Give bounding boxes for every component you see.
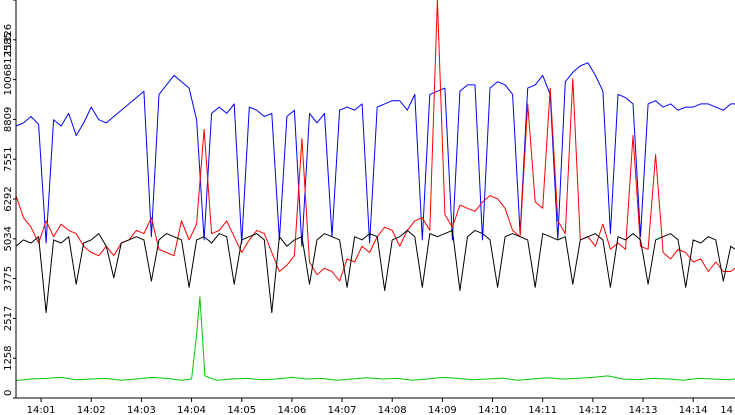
series-layer xyxy=(15,0,735,382)
x-tick-label: 14:06 xyxy=(277,405,306,415)
series-line-3 xyxy=(15,296,735,382)
x-tick-label: 14:12 xyxy=(578,405,607,415)
x-tick-label: 14:11 xyxy=(528,405,557,415)
x-tick-label: 14:04 xyxy=(177,405,206,415)
y-tick-label: 1258 xyxy=(3,345,14,370)
x-tick-label: 14:10 xyxy=(478,405,507,415)
x-tick-label: 14:13 xyxy=(629,405,658,415)
y-tick-label: 11326 xyxy=(3,24,14,56)
y-tick-label: 7551 xyxy=(3,146,14,171)
series-line-2 xyxy=(15,229,735,314)
y-tick-label: 6292 xyxy=(3,186,14,211)
x-tick-label: 14:03 xyxy=(127,405,156,415)
y-tick-label: 12585 xyxy=(3,32,14,64)
y-tick-label: 0 xyxy=(3,390,14,396)
y-tick-label: 8809 xyxy=(3,107,14,132)
y-tick-labels: 0 1258 2517 3775 5034 6292 7551 8809 10068 113261… xyxy=(3,0,16,399)
x-tick-label: 14:05 xyxy=(227,405,256,415)
x-tick-label: 14:14 xyxy=(679,405,708,415)
y-tick-label: 5034 xyxy=(3,226,14,251)
x-tick-label: 14:01 xyxy=(27,405,56,415)
x-tick-label: 14:02 xyxy=(77,405,106,415)
x-tick-label: 14:09 xyxy=(428,405,457,415)
y-tick-label: 3775 xyxy=(3,266,14,291)
x-tick-label: 14 xyxy=(720,405,733,415)
series-line-0 xyxy=(15,62,735,247)
x-tick-label: 14:08 xyxy=(378,405,407,415)
x-tick-labels: 14:01 14:02 14:03 14:04 14:05 14:06 14:07 14:08… xyxy=(27,398,733,415)
y-tick-label: 10068 xyxy=(3,64,14,96)
y-tick-label: 2517 xyxy=(3,306,14,331)
x-tick-label: 14:07 xyxy=(328,405,357,415)
